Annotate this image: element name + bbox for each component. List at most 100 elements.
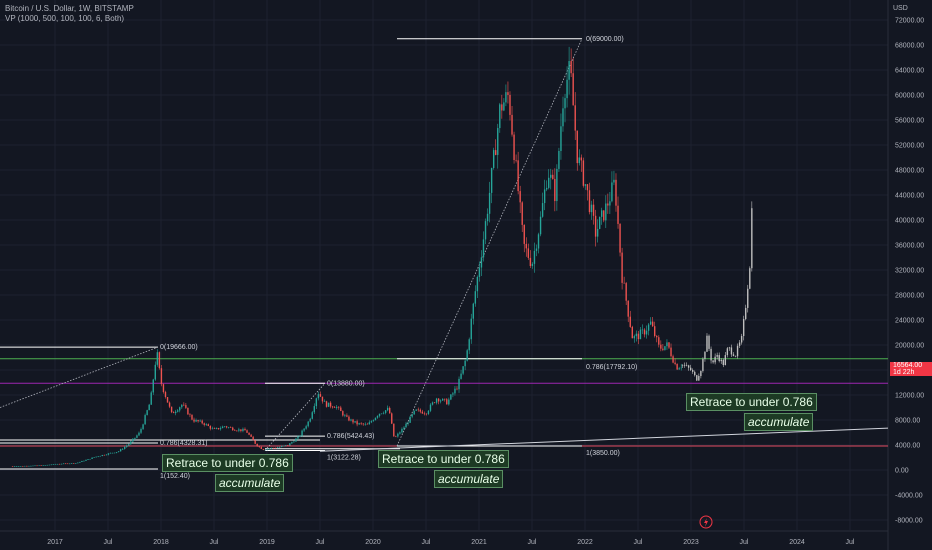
candle-body	[468, 339, 470, 351]
candle-body	[311, 412, 313, 419]
projection-body	[728, 347, 731, 349]
candle-body	[236, 430, 238, 432]
projection-body	[736, 345, 739, 357]
candle-body	[568, 61, 570, 80]
candle-body	[550, 174, 552, 178]
candle-body	[362, 423, 364, 425]
candle-body	[662, 348, 664, 350]
y-tick-label: 60000.00	[895, 93, 924, 100]
candle-body	[58, 463, 61, 465]
x-tick-label: Jul	[740, 539, 749, 546]
candle-body	[105, 454, 108, 456]
candle-body	[507, 92, 509, 95]
projection-body	[685, 365, 688, 366]
projection-body	[714, 356, 716, 363]
candle-body	[437, 398, 440, 402]
candle-body	[250, 434, 252, 437]
x-tick-label: Jul	[634, 539, 643, 546]
candle-body	[124, 446, 126, 449]
candle-body	[170, 406, 173, 413]
candle-body	[317, 394, 320, 399]
candle-body	[85, 459, 87, 461]
candle-body	[615, 179, 617, 206]
candle-body	[435, 398, 438, 403]
candle-body	[658, 337, 660, 345]
candle-body	[185, 405, 187, 408]
candle-body	[87, 459, 89, 460]
candle-body	[462, 366, 464, 374]
candle-body	[18, 466, 20, 467]
candle-body	[24, 465, 26, 467]
projection-body	[694, 371, 696, 376]
candle-body	[588, 190, 591, 213]
candle-body	[66, 463, 69, 465]
candle-body	[64, 463, 67, 465]
candle-body	[174, 411, 177, 414]
candle-body	[488, 192, 491, 214]
candle-body	[227, 427, 230, 428]
candle-body	[223, 426, 226, 427]
candle-body	[397, 433, 399, 437]
candle-body	[458, 378, 460, 390]
candle-body	[352, 419, 354, 423]
projection-body	[683, 364, 686, 366]
projection-body	[712, 360, 714, 363]
candle-body	[670, 347, 672, 357]
last-price-value: 16564.00	[893, 362, 923, 369]
candle-body	[305, 426, 307, 429]
candle-body	[232, 427, 234, 431]
annotation-retrace-3: Retrace to under 0.786	[686, 393, 817, 411]
candle-body	[609, 201, 611, 206]
candle-body	[450, 394, 452, 400]
candle-body	[34, 465, 36, 467]
candle-body	[366, 423, 368, 425]
candle-body	[299, 435, 301, 437]
y-tick-label: 40000.00	[895, 218, 924, 225]
fib-label: 0.786(5424.43)	[327, 433, 374, 440]
indicator-title: VP (1000, 500, 100, 100, 6, Both)	[5, 14, 125, 23]
candle-body	[454, 388, 456, 394]
projection-body	[742, 319, 745, 337]
projection-body	[698, 376, 700, 381]
candle-body	[442, 398, 444, 401]
candle-body	[119, 449, 122, 452]
candle-body	[558, 150, 560, 169]
projection-body	[724, 355, 727, 366]
y-tick-label: 52000.00	[895, 143, 924, 150]
candle-body	[607, 203, 609, 206]
y-tick-label: 64000.00	[895, 68, 924, 75]
candle-body	[672, 356, 674, 363]
candle-body	[380, 413, 383, 415]
projection-body	[700, 370, 702, 377]
y-tick-label: -8000.00	[895, 518, 923, 525]
candle-body	[605, 203, 607, 221]
candle-body	[460, 373, 462, 379]
candle-body	[329, 402, 332, 407]
projection-body	[745, 307, 747, 320]
candle-body	[429, 404, 432, 411]
candle-body	[187, 407, 189, 415]
candle-body	[276, 447, 279, 449]
candle-body	[193, 419, 195, 422]
candle-body	[342, 411, 344, 416]
candle-body	[20, 466, 22, 467]
candle-body	[433, 402, 436, 404]
candle-body	[576, 130, 578, 164]
symbol-title: Bitcoin / U.S. Dollar, 1W, BITSTAMP	[5, 4, 134, 13]
projection-body	[734, 355, 737, 357]
candle-body	[419, 409, 421, 412]
y-tick-label: 24000.00	[895, 318, 924, 325]
candle-body	[221, 426, 224, 429]
candle-body	[439, 400, 442, 402]
projection-body	[689, 367, 692, 370]
fib-label: 1(3122.28)	[327, 454, 361, 461]
candle-body	[207, 424, 209, 426]
candle-body	[89, 458, 91, 460]
candle-body	[340, 407, 342, 412]
candle-body	[505, 92, 507, 103]
candle-body	[73, 463, 75, 464]
candle-body	[566, 79, 568, 99]
candle-body	[470, 318, 472, 340]
candle-body	[83, 460, 85, 462]
projection-body	[751, 208, 753, 269]
